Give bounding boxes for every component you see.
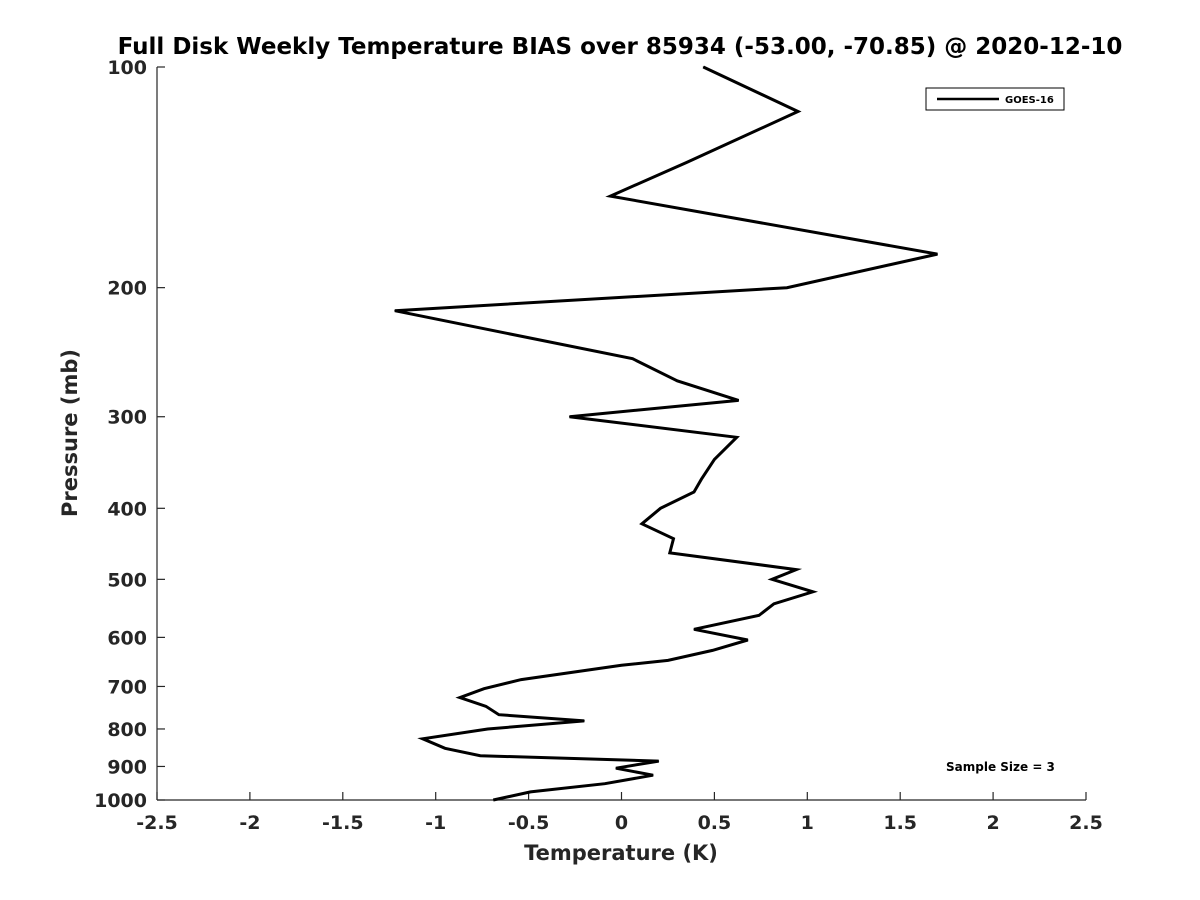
data-point [669, 552, 671, 554]
x-tick-label: -0.5 [508, 812, 550, 834]
data-point [485, 705, 487, 707]
x-ticks: -2.5 -2 -1.5 -1 -0.5 0 0.5 1 1.5 2 2.5 [136, 792, 1103, 834]
y-tick-label: 400 [107, 498, 147, 520]
y-tick-label: 600 [107, 627, 147, 649]
y-ticks: 100 200 300 400 500 600 700 800 900 1000 [94, 57, 165, 812]
axes [156, 67, 1086, 801]
x-tick-label: 2 [986, 812, 999, 834]
y-tick-label: 100 [107, 57, 147, 79]
data-point [422, 738, 424, 740]
x-tick-label: 0 [615, 812, 628, 834]
data-point [667, 659, 669, 661]
y-tick-label: 700 [107, 676, 147, 698]
x-tick-label: 0.5 [698, 812, 732, 834]
data-point [641, 523, 643, 525]
data-point [483, 688, 485, 690]
y-axis-label: Pressure (mb) [58, 349, 82, 517]
data-point [712, 649, 714, 651]
y-tick-label: 1000 [94, 790, 147, 812]
series-group [394, 65, 938, 802]
x-tick-label: 2.5 [1069, 812, 1103, 834]
x-tick-label: -1 [425, 812, 446, 834]
y-tick-label: 200 [107, 278, 147, 300]
data-point [738, 399, 740, 401]
data-point [686, 162, 688, 164]
x-tick-label: -2 [239, 812, 260, 834]
series-line-goes-16 [394, 65, 938, 802]
data-point [702, 66, 704, 68]
data-point [632, 358, 634, 360]
data-point [529, 791, 531, 793]
data-point [568, 416, 570, 418]
data-point [520, 679, 522, 681]
sample-size-annotation: Sample Size = 3 [946, 760, 1055, 774]
data-point [394, 310, 396, 312]
data-point [693, 628, 695, 630]
y-tick-label: 500 [107, 569, 147, 591]
data-point [615, 767, 617, 769]
data-point [713, 458, 715, 460]
data-point [795, 569, 797, 571]
x-tick-label: 1 [801, 812, 814, 834]
data-point [676, 380, 678, 382]
data-point [660, 507, 662, 509]
data-point [479, 755, 481, 757]
x-axis-label: Temperature (K) [524, 841, 718, 865]
data-point [609, 195, 611, 197]
data-point [773, 603, 775, 605]
data-point [936, 253, 938, 255]
data-point [487, 728, 489, 730]
y-tick-label: 900 [107, 756, 147, 778]
data-point [771, 578, 773, 580]
data-point [604, 783, 606, 785]
data-point [700, 478, 702, 480]
data-point [498, 714, 500, 716]
data-point [621, 664, 622, 666]
data-point [747, 639, 749, 641]
data-point [786, 287, 788, 289]
y-tick-label: 800 [107, 719, 147, 741]
data-point [693, 491, 695, 493]
data-point [459, 697, 461, 699]
legend: GOES-16 [925, 87, 1065, 111]
y-tick-label: 300 [107, 407, 147, 429]
x-tick-label: 1.5 [883, 812, 917, 834]
legend-label-goes-16: GOES-16 [1005, 95, 1054, 106]
data-point [444, 747, 446, 749]
data-point [758, 614, 760, 616]
data-point [658, 760, 660, 762]
x-tick-label: -1.5 [322, 812, 364, 834]
chart-title: Full Disk Weekly Temperature BIAS over 8… [118, 34, 1123, 60]
data-point [652, 774, 654, 776]
data-point [673, 538, 675, 540]
data-point [812, 591, 814, 593]
x-tick-label: -2.5 [136, 812, 178, 834]
data-point [583, 720, 585, 722]
data-point [736, 436, 738, 438]
data-point [797, 110, 799, 112]
data-point [492, 799, 494, 801]
